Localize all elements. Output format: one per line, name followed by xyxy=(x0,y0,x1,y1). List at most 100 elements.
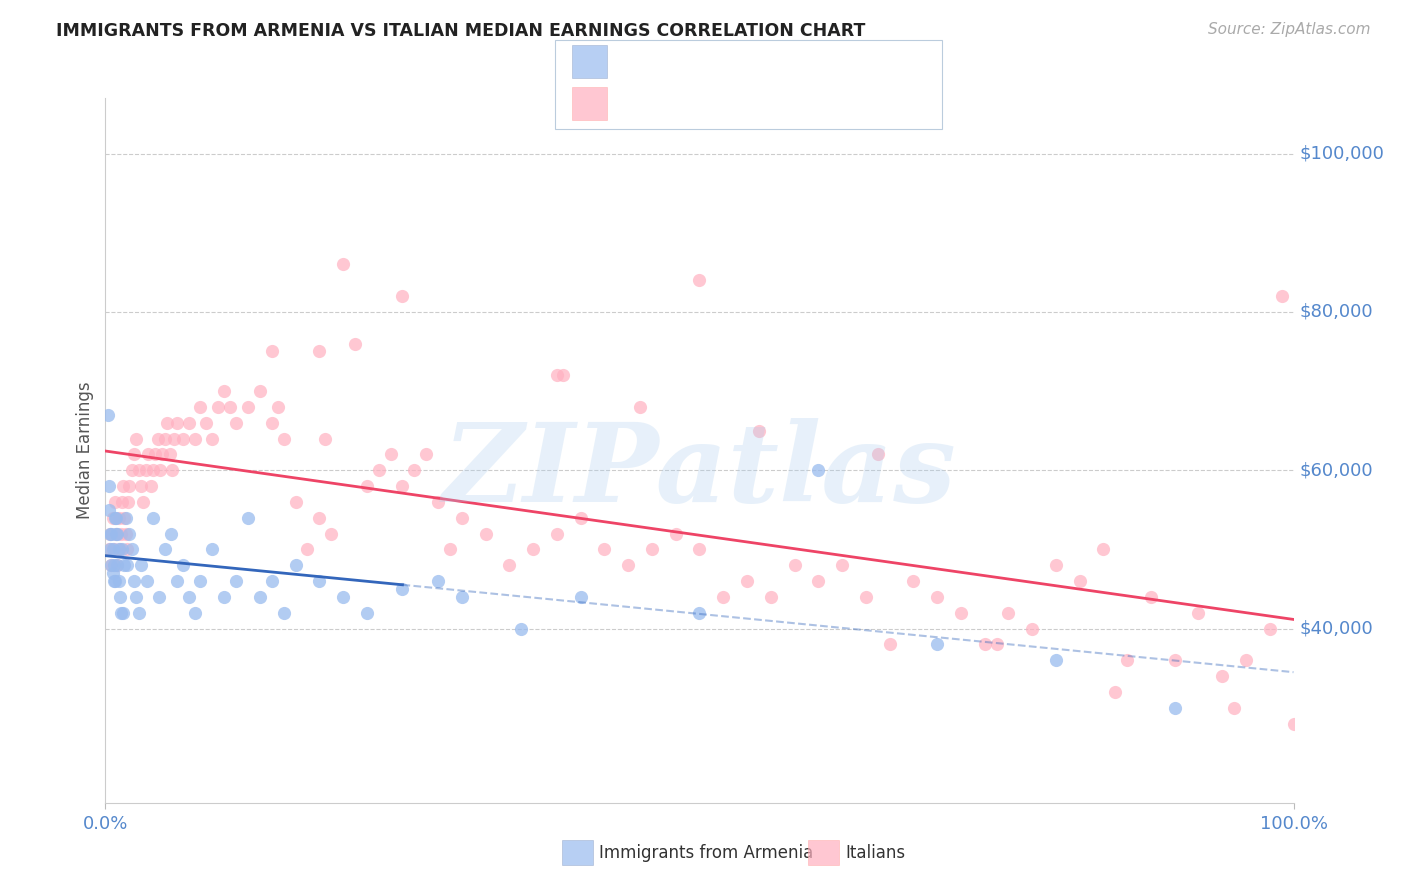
Point xyxy=(689,542,711,557)
Point xyxy=(949,606,972,620)
Point xyxy=(98,479,121,493)
Point xyxy=(100,558,122,573)
Point xyxy=(129,479,152,493)
Point xyxy=(160,463,183,477)
Point xyxy=(135,463,157,477)
Point xyxy=(925,637,948,651)
Point xyxy=(101,542,124,557)
Point xyxy=(115,542,138,557)
Point xyxy=(103,558,125,573)
Point xyxy=(1211,669,1233,683)
Point xyxy=(118,479,141,493)
Point xyxy=(110,606,132,620)
Point xyxy=(260,344,283,359)
Point xyxy=(391,479,413,493)
Point xyxy=(546,526,568,541)
Point xyxy=(143,447,166,461)
Point xyxy=(925,590,948,604)
Point xyxy=(356,479,378,493)
Point xyxy=(104,510,127,524)
Point xyxy=(1187,606,1209,620)
Point xyxy=(207,400,229,414)
Point xyxy=(125,432,148,446)
Point xyxy=(214,384,236,398)
Point xyxy=(114,510,136,524)
Point xyxy=(108,542,131,557)
Text: $80,000: $80,000 xyxy=(1299,303,1374,321)
Point xyxy=(308,344,330,359)
Point xyxy=(332,257,354,271)
Point xyxy=(1104,685,1126,699)
Point xyxy=(163,432,186,446)
Point xyxy=(522,542,544,557)
Text: Italians: Italians xyxy=(845,844,905,862)
Point xyxy=(129,558,152,573)
Point xyxy=(297,542,319,557)
Point xyxy=(236,510,259,524)
Point xyxy=(132,495,155,509)
Point xyxy=(308,510,330,524)
Point xyxy=(149,463,172,477)
Point xyxy=(136,574,159,588)
Point xyxy=(439,542,461,557)
Text: R = -0.012   N = 119: R = -0.012 N = 119 xyxy=(621,95,810,112)
Point xyxy=(139,479,162,493)
Point xyxy=(214,590,236,604)
Point xyxy=(103,574,125,588)
Point xyxy=(343,336,366,351)
Text: IMMIGRANTS FROM ARMENIA VS ITALIAN MEDIAN EARNINGS CORRELATION CHART: IMMIGRANTS FROM ARMENIA VS ITALIAN MEDIA… xyxy=(56,22,866,40)
Point xyxy=(380,447,402,461)
Point xyxy=(101,566,124,581)
Point xyxy=(98,542,121,557)
Point xyxy=(111,542,134,557)
Point xyxy=(510,622,533,636)
Point xyxy=(195,416,218,430)
Point xyxy=(183,432,205,446)
Point xyxy=(105,510,128,524)
Point xyxy=(689,606,711,620)
Point xyxy=(1282,716,1305,731)
Point xyxy=(997,606,1019,620)
Point xyxy=(1234,653,1257,667)
Point xyxy=(159,526,181,541)
Point xyxy=(450,590,472,604)
Point xyxy=(166,416,188,430)
Point xyxy=(748,424,770,438)
Point xyxy=(569,590,592,604)
Point xyxy=(593,542,616,557)
Point xyxy=(783,558,806,573)
Point xyxy=(273,606,295,620)
Point xyxy=(107,542,129,557)
Point xyxy=(367,463,389,477)
Point xyxy=(101,510,124,524)
Point xyxy=(128,463,150,477)
Point xyxy=(1140,590,1163,604)
Point xyxy=(332,590,354,604)
Point xyxy=(1045,558,1067,573)
Point xyxy=(98,526,121,541)
Point xyxy=(321,526,343,541)
Point xyxy=(260,416,283,430)
Point xyxy=(117,495,139,509)
Point xyxy=(759,590,782,604)
Point xyxy=(152,447,174,461)
Point xyxy=(107,574,129,588)
Point xyxy=(546,368,568,383)
Point xyxy=(1092,542,1115,557)
Point xyxy=(986,637,1008,651)
Point xyxy=(201,542,224,557)
Point xyxy=(249,384,271,398)
Point xyxy=(1045,653,1067,667)
Point xyxy=(104,495,127,509)
Point xyxy=(118,526,141,541)
Point xyxy=(1164,700,1187,714)
Point xyxy=(427,574,450,588)
Point xyxy=(807,574,830,588)
Point xyxy=(689,273,711,287)
Point xyxy=(427,495,450,509)
Point xyxy=(121,463,143,477)
Point xyxy=(97,408,120,422)
Point xyxy=(807,463,830,477)
Point xyxy=(879,637,901,651)
Point xyxy=(108,590,131,604)
